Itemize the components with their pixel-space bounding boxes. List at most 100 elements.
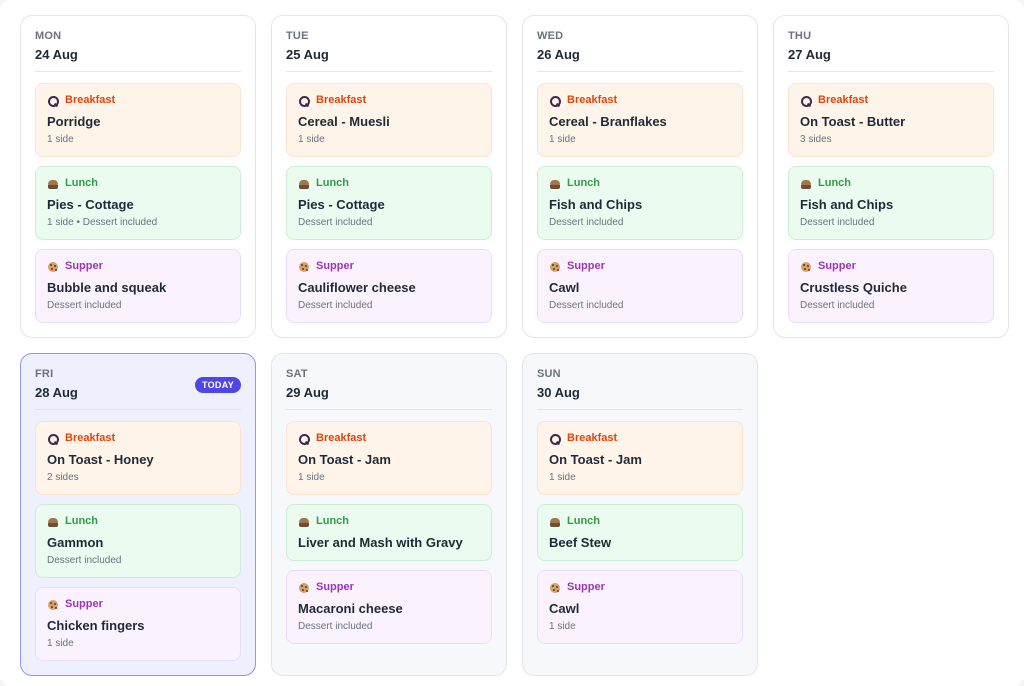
meal-list: Breakfast Cereal - Branflakes 1 side Lun…: [537, 83, 743, 323]
day-of-week: MON: [35, 30, 62, 42]
meal-type-row: Supper: [47, 260, 229, 273]
day-card-sat[interactable]: SAT 29 Aug Breakfast On Toast - Jam 1 si…: [271, 353, 507, 676]
meal-card-lunch[interactable]: Lunch Beef Stew: [537, 504, 743, 561]
cereal-bowl-icon: [549, 433, 561, 445]
meal-card-breakfast[interactable]: Breakfast On Toast - Jam 1 side: [286, 421, 492, 495]
pie-icon: [549, 516, 561, 528]
meal-type-row: Breakfast: [47, 432, 229, 445]
meal-card-supper[interactable]: Supper Bubble and squeak Dessert include…: [35, 249, 241, 323]
dish-name: Gammon: [47, 535, 104, 550]
meal-card-supper[interactable]: Supper Macaroni cheese Dessert included: [286, 570, 492, 644]
meal-note: Dessert included: [298, 217, 373, 228]
meal-type-row: Supper: [47, 598, 229, 611]
meal-type-label: Lunch: [316, 177, 349, 189]
meal-card-breakfast[interactable]: Breakfast On Toast - Jam 1 side: [537, 421, 743, 495]
meal-note: Dessert included: [298, 300, 373, 311]
meal-card-lunch[interactable]: Lunch Gammon Dessert included: [35, 504, 241, 578]
cookie-icon: [549, 582, 561, 594]
day-card-thu[interactable]: THU 27 Aug Breakfast On Toast - Butter 3…: [773, 15, 1009, 338]
meal-card-lunch[interactable]: Lunch Fish and Chips Dessert included: [537, 166, 743, 240]
dish-name: Pies - Cottage: [47, 197, 134, 212]
meal-note: 2 sides: [47, 472, 79, 483]
day-card-mon[interactable]: MON 24 Aug Breakfast Porridge 1 side Lun…: [20, 15, 256, 338]
dish-name: Cawl: [549, 601, 580, 616]
meal-card-supper[interactable]: Supper Cawl Dessert included: [537, 249, 743, 323]
meal-card-lunch[interactable]: Lunch Pies - Cottage 1 side • Dessert in…: [35, 166, 241, 240]
day-card-wed[interactable]: WED 26 Aug Breakfast Cereal - Branflakes…: [522, 15, 758, 338]
cookie-icon: [47, 599, 59, 611]
meal-type-label: Supper: [818, 260, 856, 272]
meal-card-supper[interactable]: Supper Cauliflower cheese Dessert includ…: [286, 249, 492, 323]
meal-card-breakfast[interactable]: Breakfast Cereal - Muesli 1 side: [286, 83, 492, 157]
meal-type-label: Lunch: [567, 177, 600, 189]
dish-name: Cauliflower cheese: [298, 280, 416, 295]
dish-name: On Toast - Butter: [800, 114, 906, 129]
week-grid: MON 24 Aug Breakfast Porridge 1 side Lun…: [20, 15, 1009, 676]
meal-list: Breakfast On Toast - Honey 2 sides Lunch…: [35, 421, 241, 661]
meal-note: 1 side: [298, 134, 325, 145]
day-date: 29 Aug: [286, 385, 329, 400]
meal-card-lunch[interactable]: Lunch Pies - Cottage Dessert included: [286, 166, 492, 240]
dish-name: Chicken fingers: [47, 618, 145, 633]
meal-note: Dessert included: [298, 621, 373, 632]
meal-type-label: Breakfast: [65, 94, 116, 106]
day-date: 25 Aug: [286, 47, 329, 62]
day-of-week: THU: [788, 30, 812, 42]
meal-type-row: Breakfast: [47, 94, 229, 107]
meal-type-row: Lunch: [298, 177, 480, 190]
day-header: MON 24 Aug: [35, 30, 241, 72]
day-header: SUN 30 Aug: [537, 368, 743, 410]
meal-note: Dessert included: [800, 300, 875, 311]
pie-icon: [800, 178, 812, 190]
meal-type-row: Lunch: [549, 515, 731, 528]
dish-name: Fish and Chips: [800, 197, 894, 212]
day-card-sun[interactable]: SUN 30 Aug Breakfast On Toast - Jam 1 si…: [522, 353, 758, 676]
meal-list: Breakfast On Toast - Jam 1 side Lunch Be…: [537, 421, 743, 644]
meal-card-supper[interactable]: Supper Chicken fingers 1 side: [35, 587, 241, 661]
meal-note: Dessert included: [47, 300, 122, 311]
cereal-bowl-icon: [47, 433, 59, 445]
dish-name: Cereal - Branflakes: [549, 114, 667, 129]
dish-name: On Toast - Jam: [298, 452, 391, 467]
meal-card-supper[interactable]: Supper Cawl 1 side: [537, 570, 743, 644]
meal-type-row: Lunch: [549, 177, 731, 190]
meal-type-label: Supper: [65, 260, 103, 272]
meal-type-label: Supper: [567, 581, 605, 593]
meal-note: 1 side: [549, 621, 576, 632]
meal-note: 1 side • Dessert included: [47, 217, 158, 228]
today-badge: TODAY: [194, 377, 241, 393]
meal-card-breakfast[interactable]: Breakfast On Toast - Butter 3 sides: [788, 83, 994, 157]
meal-card-lunch[interactable]: Lunch Fish and Chips Dessert included: [788, 166, 994, 240]
day-card-fri[interactable]: FRI 28 Aug TODAY Breakfast On Toast - Ho…: [20, 353, 256, 676]
meal-type-row: Lunch: [800, 177, 982, 190]
meal-type-row: Supper: [800, 260, 982, 273]
meal-type-row: Lunch: [298, 515, 480, 528]
meal-card-lunch[interactable]: Lunch Liver and Mash with Gravy: [286, 504, 492, 561]
day-card-tue[interactable]: TUE 25 Aug Breakfast Cereal - Muesli 1 s…: [271, 15, 507, 338]
meal-card-breakfast[interactable]: Breakfast On Toast - Honey 2 sides: [35, 421, 241, 495]
meal-type-label: Supper: [567, 260, 605, 272]
meal-type-label: Supper: [65, 598, 103, 610]
meal-card-supper[interactable]: Supper Crustless Quiche Dessert included: [788, 249, 994, 323]
cookie-icon: [298, 582, 310, 594]
dish-name: Macaroni cheese: [298, 601, 403, 616]
meal-note: Dessert included: [800, 217, 875, 228]
meal-card-breakfast[interactable]: Breakfast Cereal - Branflakes 1 side: [537, 83, 743, 157]
meal-type-row: Supper: [549, 260, 731, 273]
day-header: TUE 25 Aug: [286, 30, 492, 72]
meal-type-label: Breakfast: [818, 94, 869, 106]
dish-name: Liver and Mash with Gravy: [298, 535, 463, 550]
meal-card-breakfast[interactable]: Breakfast Porridge 1 side: [35, 83, 241, 157]
cereal-bowl-icon: [298, 95, 310, 107]
day-date: 28 Aug: [35, 385, 78, 400]
meal-type-row: Lunch: [47, 177, 229, 190]
pie-icon: [47, 516, 59, 528]
meal-note: 1 side: [549, 134, 576, 145]
meal-type-label: Lunch: [65, 177, 98, 189]
meal-type-label: Breakfast: [567, 94, 618, 106]
day-header: SAT 29 Aug: [286, 368, 492, 410]
meal-type-label: Breakfast: [316, 432, 367, 444]
meal-note: 3 sides: [800, 134, 832, 145]
day-of-week: SAT: [286, 368, 308, 380]
